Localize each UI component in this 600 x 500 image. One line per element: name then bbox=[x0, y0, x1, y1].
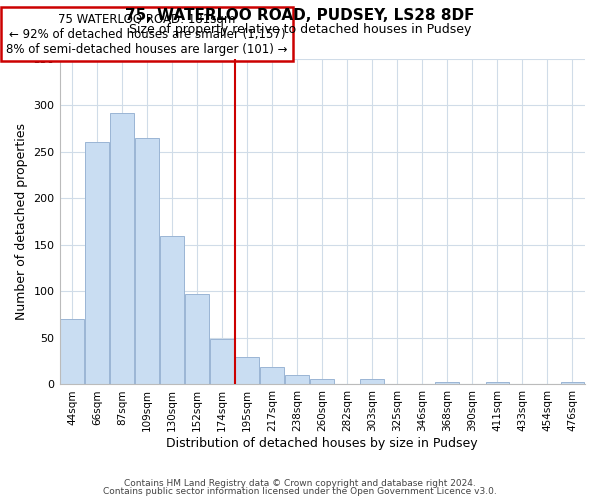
X-axis label: Distribution of detached houses by size in Pudsey: Distribution of detached houses by size … bbox=[166, 437, 478, 450]
Bar bbox=[560, 382, 584, 384]
Text: 75 WATERLOO ROAD: 181sqm
← 92% of detached houses are smaller (1,157)
8% of semi: 75 WATERLOO ROAD: 181sqm ← 92% of detach… bbox=[7, 12, 288, 56]
Bar bbox=[260, 367, 284, 384]
Bar bbox=[60, 320, 84, 384]
Text: Contains HM Land Registry data © Crown copyright and database right 2024.: Contains HM Land Registry data © Crown c… bbox=[124, 478, 476, 488]
Bar bbox=[485, 382, 509, 384]
Bar bbox=[110, 113, 134, 384]
Bar bbox=[361, 379, 384, 384]
Bar bbox=[210, 339, 234, 384]
Bar bbox=[85, 142, 109, 384]
Bar bbox=[436, 382, 459, 384]
Text: 75, WATERLOO ROAD, PUDSEY, LS28 8DF: 75, WATERLOO ROAD, PUDSEY, LS28 8DF bbox=[125, 8, 475, 22]
Text: Contains public sector information licensed under the Open Government Licence v3: Contains public sector information licen… bbox=[103, 487, 497, 496]
Y-axis label: Number of detached properties: Number of detached properties bbox=[15, 123, 28, 320]
Bar bbox=[286, 375, 309, 384]
Bar bbox=[160, 236, 184, 384]
Bar bbox=[185, 294, 209, 384]
Bar bbox=[235, 358, 259, 384]
Bar bbox=[135, 138, 159, 384]
Text: Size of property relative to detached houses in Pudsey: Size of property relative to detached ho… bbox=[129, 22, 471, 36]
Bar bbox=[310, 379, 334, 384]
